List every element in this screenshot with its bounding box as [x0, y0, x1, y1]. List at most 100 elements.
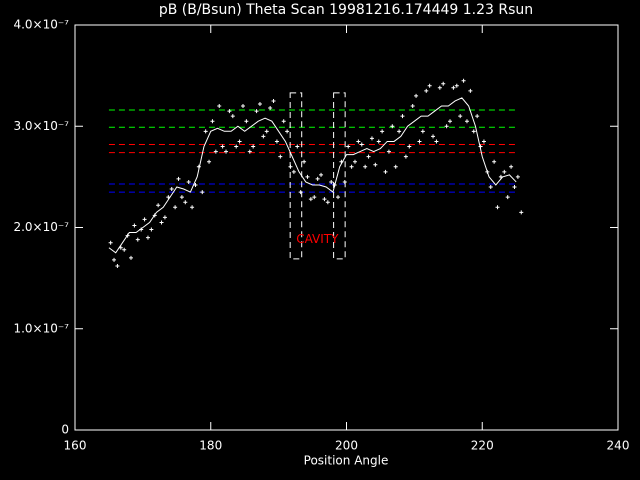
data-point [268, 106, 273, 111]
data-point [288, 164, 293, 169]
data-point [332, 182, 337, 187]
data-point [217, 104, 222, 108]
data-point [183, 200, 188, 205]
data-point [315, 176, 320, 181]
data-point [125, 233, 130, 238]
data-point [139, 227, 144, 232]
data-point [407, 144, 412, 149]
data-point [244, 119, 249, 124]
data-point [179, 195, 184, 200]
data-point [414, 93, 419, 98]
data-point [295, 144, 300, 149]
y-tick-label: 1.0×10⁻⁷ [13, 321, 69, 335]
data-point [322, 197, 327, 202]
data-point [240, 104, 245, 108]
data-point [369, 136, 374, 141]
data-point [312, 195, 317, 200]
data-point [162, 215, 167, 220]
data-point [257, 101, 262, 106]
chart-title: pB (B/Bsun) Theta Scan 19981216.174449 1… [159, 2, 533, 18]
data-point [424, 88, 429, 93]
data-point [448, 119, 453, 124]
data-point [505, 195, 510, 200]
y-tick-label: 0 [61, 423, 69, 437]
data-point [403, 154, 408, 159]
data-point [451, 85, 456, 90]
data-point [213, 149, 218, 154]
data-point [481, 139, 486, 144]
data-point [305, 174, 310, 179]
data-point [444, 124, 449, 129]
data-point [200, 190, 205, 195]
data-point [166, 195, 171, 200]
data-point [203, 129, 208, 134]
data-point [454, 83, 459, 88]
data-point [319, 172, 324, 177]
data-point [190, 205, 195, 210]
data-point [135, 237, 140, 242]
data-point [492, 159, 497, 164]
y-tick-label: 4.0×10⁻⁷ [13, 18, 69, 32]
data-point [410, 104, 415, 108]
data-point [308, 197, 313, 202]
data-point [291, 169, 296, 174]
data-point [237, 139, 242, 144]
data-point [488, 185, 493, 189]
data-point [437, 85, 442, 90]
data-point [502, 169, 507, 174]
data-point [352, 159, 357, 164]
data-point [298, 190, 303, 195]
data-point [156, 203, 161, 208]
data-point [485, 169, 490, 174]
x-tick-label: 220 [471, 439, 494, 453]
data-point [210, 119, 215, 124]
data-point [186, 179, 191, 184]
data-point [417, 139, 422, 144]
data-point [427, 83, 432, 88]
x-tick-label: 240 [607, 439, 630, 453]
data-point [325, 200, 330, 205]
data-point [196, 164, 201, 169]
data-point [149, 227, 154, 232]
data-point [468, 88, 473, 93]
data-point [509, 164, 514, 169]
data-point [254, 109, 259, 114]
data-point [397, 129, 402, 134]
data-point [363, 164, 368, 169]
data-point [159, 220, 164, 225]
cavity-label: CAVITY [296, 232, 339, 246]
y-tick-label: 3.0×10⁻⁷ [13, 119, 69, 133]
data-point [464, 119, 469, 124]
data-point [122, 247, 127, 252]
data-point [132, 223, 137, 228]
data-point [376, 139, 381, 144]
data-point [383, 169, 388, 174]
data-point [207, 159, 212, 164]
data-point [515, 174, 520, 179]
data-point [152, 213, 157, 218]
cavity-bracket [333, 92, 346, 260]
data-point [173, 205, 178, 210]
smoothed-line [108, 97, 517, 254]
data-point [373, 162, 378, 167]
data-point [251, 144, 256, 149]
data-point [271, 98, 276, 103]
data-point [247, 149, 252, 154]
data-point [115, 263, 120, 268]
x-tick-label: 180 [199, 439, 222, 453]
data-point [108, 240, 113, 245]
data-point [390, 124, 395, 129]
data-point [227, 109, 232, 114]
data-point [285, 129, 290, 134]
data-point [128, 255, 133, 260]
data-point [145, 235, 150, 240]
data-point [281, 119, 286, 124]
data-point [329, 179, 334, 184]
data-point [380, 129, 385, 134]
data-point [193, 182, 198, 187]
y-tick-label: 2.0×10⁻⁷ [13, 220, 69, 234]
data-point [498, 174, 503, 179]
data-point [302, 159, 307, 164]
x-tick-label: 200 [335, 439, 358, 453]
